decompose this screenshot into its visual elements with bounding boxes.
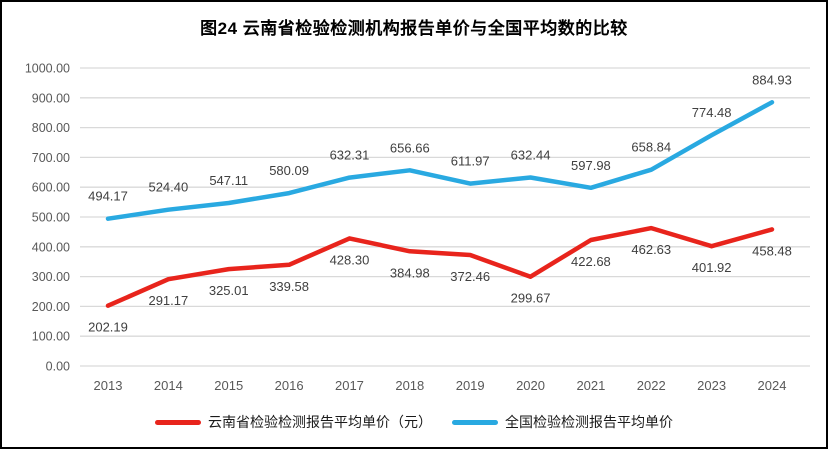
series-line <box>105 100 775 221</box>
data-label: 202.19 <box>88 320 128 335</box>
data-label: 597.98 <box>571 158 611 173</box>
x-axis-tick-label: 2023 <box>697 378 726 393</box>
data-label: 632.44 <box>511 148 551 163</box>
y-axis-tick-label: 700.00 <box>32 151 70 165</box>
data-label: 774.48 <box>692 105 732 120</box>
y-axis-tick-label: 600.00 <box>32 181 70 195</box>
data-label: 884.93 <box>752 72 792 87</box>
x-axis-tick-label: 2024 <box>758 378 787 393</box>
data-label: 325.01 <box>209 283 249 298</box>
data-label: 422.68 <box>571 254 611 269</box>
x-axis-tick-label: 2022 <box>637 378 666 393</box>
x-axis-tick-label: 2019 <box>456 378 485 393</box>
data-label: 372.46 <box>450 269 490 284</box>
x-axis-tick-label: 2021 <box>576 378 605 393</box>
data-label: 658.84 <box>631 140 671 155</box>
legend-item-national: 全国检验检测报告平均单价 <box>452 412 673 432</box>
legend-label-national: 全国检验检测报告平均单价 <box>505 414 673 430</box>
y-axis-tick-label: 1000.00 <box>25 62 70 76</box>
legend-label-yunnan: 云南省检验检测报告平均单价（元） <box>208 414 432 430</box>
legend-item-yunnan: 云南省检验检测报告平均单价（元） <box>155 412 432 432</box>
y-axis-tick-label: 400.00 <box>32 240 70 254</box>
legend-line-swatch-blue <box>452 419 498 425</box>
data-label: 547.11 <box>209 173 248 188</box>
data-label: 458.48 <box>752 243 792 258</box>
data-label: 428.30 <box>330 252 370 267</box>
x-axis-tick-label: 2020 <box>516 378 545 393</box>
x-axis-tick-label: 2016 <box>275 378 304 393</box>
y-axis-tick-label: 0.00 <box>46 360 70 374</box>
data-label: 611.97 <box>451 154 490 169</box>
chart-title: 图24 云南省检验检测机构报告单价与全国平均数的比较 <box>200 19 628 38</box>
data-label: 291.17 <box>148 293 188 308</box>
x-axis-tick-label: 2018 <box>395 378 424 393</box>
y-axis-tick-label: 500.00 <box>32 211 70 225</box>
legend-line-swatch-red <box>155 419 201 425</box>
data-label: 401.92 <box>692 260 732 275</box>
data-label: 462.63 <box>631 242 671 257</box>
chart-legend: 云南省检验检测报告平均单价（元） 全国检验检测报告平均单价 <box>2 412 826 432</box>
data-label: 339.58 <box>269 279 309 294</box>
data-label: 384.98 <box>390 265 430 280</box>
y-axis-tick-label: 800.00 <box>32 121 70 135</box>
y-axis-tick-label: 100.00 <box>32 330 70 344</box>
data-label: 632.31 <box>330 148 370 163</box>
data-label: 524.40 <box>148 180 188 195</box>
data-label: 494.17 <box>88 189 128 204</box>
series-line <box>105 225 775 308</box>
y-axis-tick-label: 900.00 <box>32 91 70 105</box>
x-axis-tick-label: 2014 <box>154 378 183 393</box>
data-label: 580.09 <box>269 163 309 178</box>
y-axis-tick-label: 200.00 <box>32 300 70 314</box>
x-axis-tick-label: 2015 <box>214 378 243 393</box>
x-axis-tick-label: 2013 <box>94 378 123 393</box>
x-axis-tick-label: 2017 <box>335 378 364 393</box>
data-label: 299.67 <box>511 291 551 306</box>
y-axis-tick-label: 300.00 <box>32 270 70 284</box>
data-label: 656.66 <box>390 140 430 155</box>
